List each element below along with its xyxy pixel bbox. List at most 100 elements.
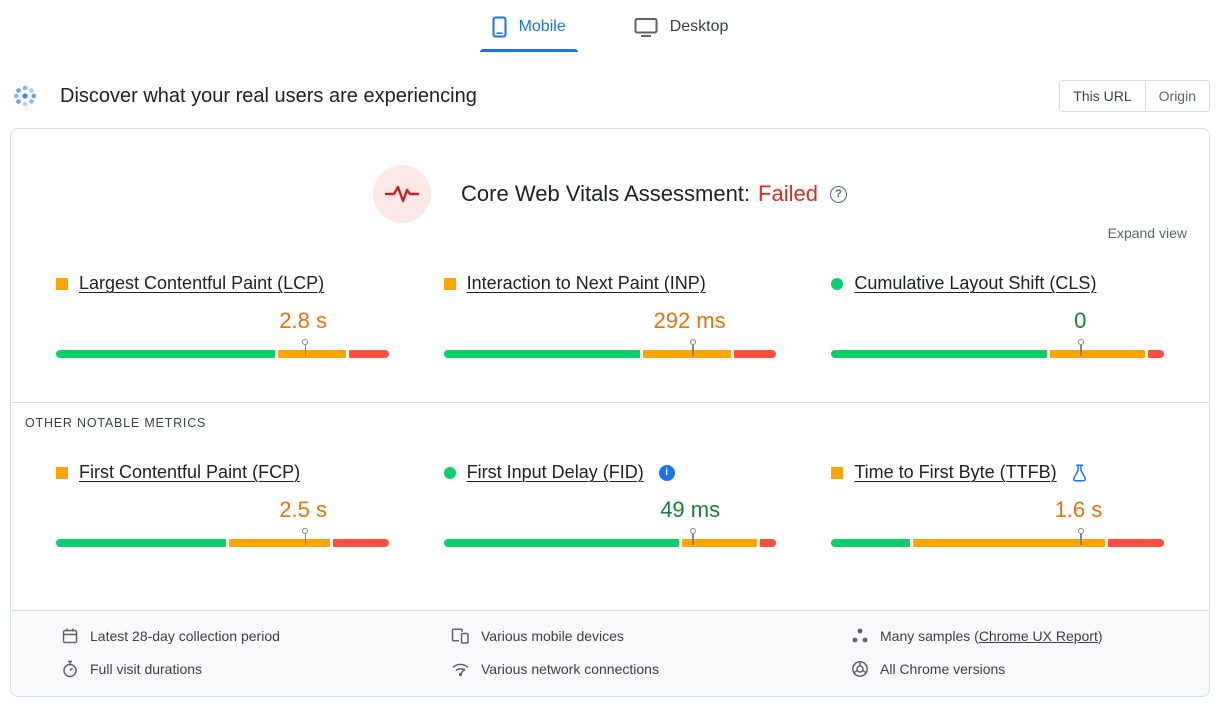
p75-marker-pin (1077, 528, 1084, 545)
metric-status-icon (831, 277, 844, 290)
needs-improvement-segment (277, 350, 347, 358)
p75-marker-pin (302, 528, 309, 545)
p75-marker-pin (302, 339, 309, 356)
metric-status-icon (831, 466, 844, 479)
chrome-versions-text: All Chrome versions (880, 661, 1006, 677)
metric-fid-link[interactable]: First Input Delay (FID) (466, 462, 644, 482)
poor-segment (733, 350, 777, 358)
p75-marker-pin (690, 339, 697, 356)
experiment-flask-icon[interactable] (1072, 463, 1087, 482)
metric-lcp-value: 2.8 s (279, 308, 327, 333)
cwv-assessment-header: Core Web Vitals Assessment: Failed (11, 129, 1209, 223)
collection-period-text: Latest 28-day collection period (90, 628, 280, 644)
devices-icon (451, 627, 470, 645)
calendar-icon (61, 627, 79, 645)
metric-inp-link[interactable]: Interaction to Next Paint (INP) (466, 273, 706, 293)
metric-status-icon (443, 466, 456, 479)
network-variety: Various network connections (451, 660, 851, 678)
network-icon (451, 660, 470, 678)
metric-cls-link[interactable]: Cumulative Layout Shift (CLS) (854, 273, 1097, 293)
sample-size-text: Many samples (Chrome UX Report) (880, 628, 1103, 644)
good-segment (443, 539, 679, 547)
good-segment (831, 350, 1047, 358)
crux-logo-icon (12, 83, 38, 109)
network-variety-text: Various network connections (481, 661, 659, 677)
metric-status-icon (56, 466, 68, 479)
poor-segment (1147, 350, 1164, 358)
desktop-monitor-icon (634, 17, 658, 38)
needs-improvement-segment (228, 539, 331, 547)
good-segment (56, 350, 275, 358)
assessment-status: Failed (758, 181, 818, 206)
p75-marker-pin (690, 528, 697, 545)
metric-fcp-value: 2.5 s (279, 497, 327, 522)
collection-period: Latest 28-day collection period (61, 627, 451, 645)
visit-durations-text: Full visit durations (90, 661, 203, 677)
collection-details-footer: Latest 28-day collection period Various … (11, 610, 1209, 696)
needs-improvement-segment (1049, 350, 1145, 358)
metric-status-icon (56, 277, 68, 290)
pulse-heartbeat-icon (373, 165, 432, 223)
metric-inp: Interaction to Next Paint (INP) 292 ms (443, 273, 777, 358)
this-url-button[interactable]: This URL (1060, 81, 1146, 111)
metric-fid: First Input Delay (FID) 49 ms (443, 462, 777, 547)
good-segment (831, 539, 910, 547)
metric-lcp-link[interactable]: Largest Contentful Paint (LCP) (79, 273, 325, 293)
poor-segment (1108, 539, 1164, 547)
tab-desktop-label: Desktop (669, 18, 729, 35)
poor-segment (349, 350, 389, 358)
metric-lcp: Largest Contentful Paint (LCP) 2.8 s (56, 273, 389, 358)
metric-fid-distribution-bar (443, 528, 777, 547)
section-divider (11, 402, 1209, 403)
needs-improvement-segment (642, 350, 731, 358)
tab-desktop[interactable]: Desktop (622, 8, 741, 52)
metric-fcp-link[interactable]: First Contentful Paint (FCP) (79, 462, 301, 482)
field-data-card: Core Web Vitals Assessment: Failed Expan… (10, 128, 1210, 697)
assessment-title: Core Web Vitals Assessment: Failed (461, 181, 847, 207)
core-web-vitals-grid: Largest Contentful Paint (LCP) 2.8 s Int… (11, 273, 1209, 358)
assessment-title-text: Core Web Vitals Assessment: (461, 181, 751, 206)
metric-ttfb-distribution-bar (831, 528, 1164, 547)
visit-durations: Full visit durations (61, 660, 451, 678)
sample-size: Many samples (Chrome UX Report) (851, 627, 1189, 645)
metric-ttfb: Time to First Byte (TTFB) 1.6 s (831, 462, 1164, 547)
other-metrics-heading: OTHER NOTABLE METRICS (25, 416, 207, 430)
device-variety-text: Various mobile devices (481, 628, 624, 644)
metric-inp-distribution-bar (443, 339, 777, 358)
metric-fcp: First Contentful Paint (FCP) 2.5 s (56, 462, 389, 547)
field-data-header: Discover what your real users are experi… (0, 52, 1220, 128)
scope-toggle-group: This URL Origin (1059, 80, 1210, 112)
timer-icon (61, 660, 79, 678)
origin-button[interactable]: Origin (1145, 81, 1209, 111)
metric-cls-value: 0 (1074, 308, 1087, 333)
tab-mobile[interactable]: Mobile (479, 8, 578, 52)
good-segment (443, 350, 640, 358)
help-icon[interactable] (829, 185, 847, 203)
metric-inp-value: 292 ms (653, 308, 726, 333)
info-icon[interactable] (658, 464, 675, 481)
poor-segment (333, 539, 389, 547)
metric-ttfb-value: 1.6 s (1054, 497, 1103, 522)
device-variety: Various mobile devices (451, 627, 851, 645)
other-metrics-grid: First Contentful Paint (FCP) 2.5 s First… (11, 462, 1209, 547)
good-segment (56, 539, 226, 547)
metric-status-icon (443, 277, 456, 290)
metric-lcp-distribution-bar (56, 339, 389, 358)
poor-segment (760, 539, 777, 547)
metric-fcp-distribution-bar (56, 528, 389, 547)
metric-ttfb-link[interactable]: Time to First Byte (TTFB) (854, 462, 1057, 482)
needs-improvement-segment (912, 539, 1106, 547)
chrome-versions: All Chrome versions (851, 660, 1189, 678)
metric-fid-value: 49 ms (660, 497, 721, 522)
p75-marker-pin (1077, 339, 1084, 356)
expand-view-link[interactable]: Expand view (1107, 225, 1187, 241)
expand-view-row: Expand view (11, 223, 1209, 243)
crux-report-link[interactable]: Chrome UX Report (978, 628, 1098, 644)
device-tabbar: Mobile Desktop (0, 0, 1220, 52)
chrome-icon (851, 660, 869, 678)
metric-cls-distribution-bar (831, 339, 1164, 358)
needs-improvement-segment (681, 539, 757, 547)
metric-cls: Cumulative Layout Shift (CLS) 0 (831, 273, 1164, 358)
tab-mobile-label: Mobile (518, 18, 566, 35)
samples-icon (851, 627, 869, 645)
